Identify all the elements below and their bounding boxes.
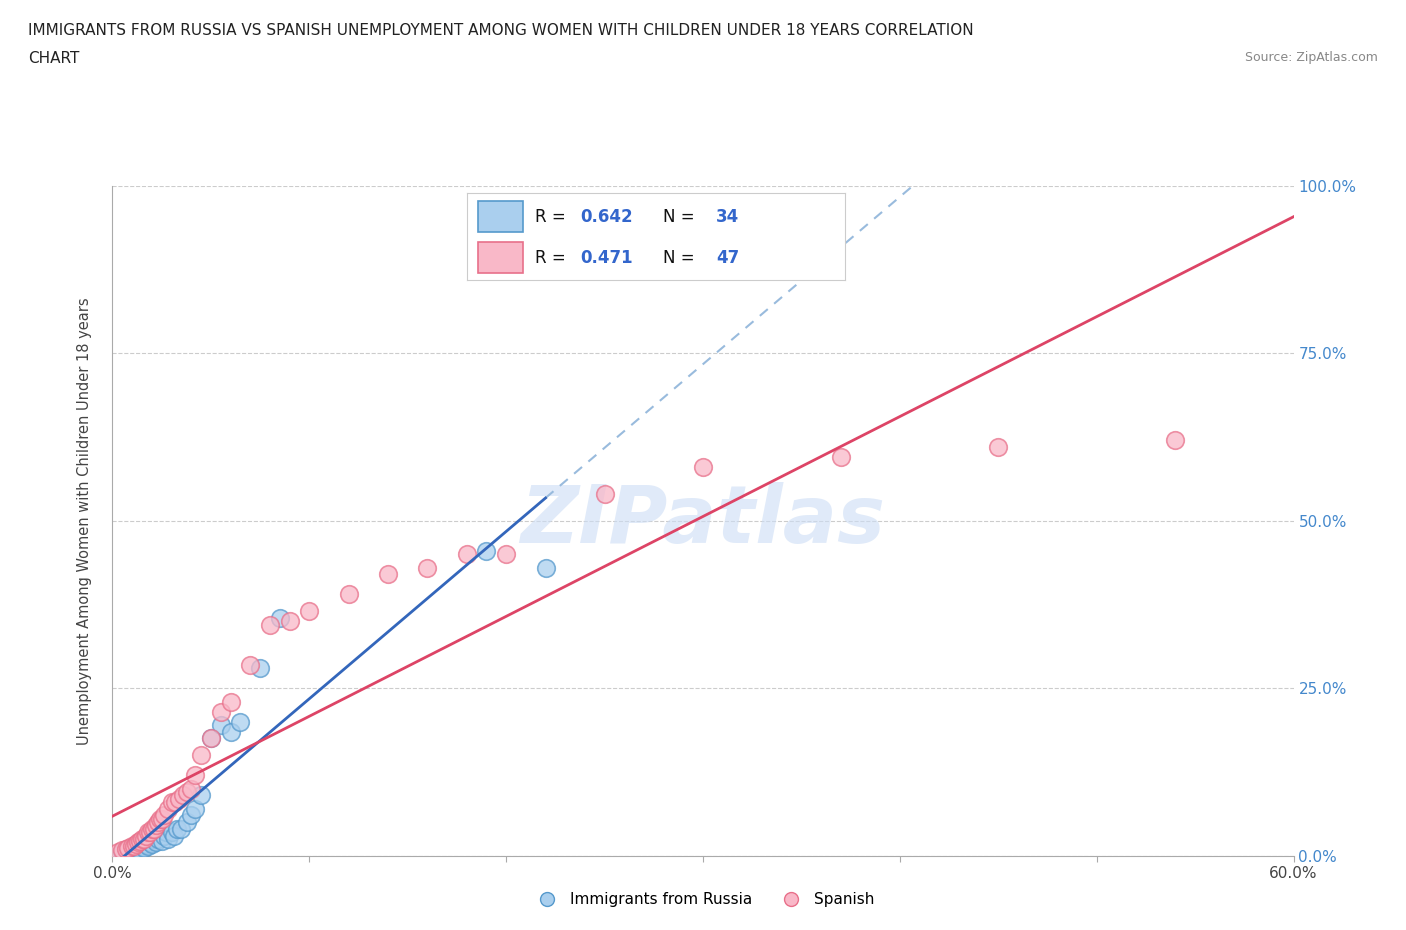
Point xyxy=(176,785,198,800)
Text: CHART: CHART xyxy=(28,51,80,66)
Point xyxy=(150,833,173,848)
Point xyxy=(172,788,194,803)
Point xyxy=(209,704,232,719)
Point xyxy=(125,840,148,855)
Point xyxy=(160,794,183,809)
Point xyxy=(209,718,232,733)
Point xyxy=(184,768,207,783)
Point xyxy=(239,658,262,672)
Point xyxy=(127,835,149,850)
Point xyxy=(131,831,153,846)
Point xyxy=(132,840,155,855)
Point xyxy=(156,802,179,817)
Point xyxy=(141,836,163,851)
Point xyxy=(145,818,167,833)
Point xyxy=(259,618,281,632)
Point xyxy=(111,843,134,857)
Point xyxy=(107,844,129,859)
Point xyxy=(150,811,173,826)
Point xyxy=(155,825,177,840)
Text: IMMIGRANTS FROM RUSSIA VS SPANISH UNEMPLOYMENT AMONG WOMEN WITH CHILDREN UNDER 1: IMMIGRANTS FROM RUSSIA VS SPANISH UNEMPL… xyxy=(28,23,974,38)
Point xyxy=(135,836,157,851)
Point xyxy=(1164,433,1187,448)
Point xyxy=(377,567,399,582)
Point xyxy=(416,560,439,575)
Point xyxy=(139,825,162,840)
Point xyxy=(156,831,179,846)
Point xyxy=(152,828,174,843)
Point xyxy=(125,836,148,851)
Point xyxy=(142,821,165,836)
Point xyxy=(456,547,478,562)
Point xyxy=(142,831,165,846)
Point xyxy=(190,788,212,803)
Point xyxy=(121,838,143,853)
Point xyxy=(219,694,242,709)
Y-axis label: Unemployment Among Women with Children Under 18 years: Unemployment Among Women with Children U… xyxy=(77,297,91,745)
Point xyxy=(162,828,184,843)
Point xyxy=(132,831,155,846)
Point xyxy=(141,821,163,836)
Point xyxy=(184,802,207,817)
Point xyxy=(121,842,143,857)
Point xyxy=(200,731,222,746)
Point xyxy=(152,808,174,823)
Point xyxy=(534,560,557,575)
Point xyxy=(229,714,252,729)
Point xyxy=(136,825,159,840)
Point xyxy=(176,815,198,830)
Text: ZIPatlas: ZIPatlas xyxy=(520,482,886,560)
Point xyxy=(249,660,271,675)
Point xyxy=(475,543,498,558)
Point xyxy=(169,791,191,806)
Point xyxy=(219,724,242,739)
Point xyxy=(166,821,188,836)
Point xyxy=(146,815,169,830)
Point xyxy=(278,614,301,629)
Point xyxy=(190,748,212,763)
Text: Source: ZipAtlas.com: Source: ZipAtlas.com xyxy=(1244,51,1378,64)
Point xyxy=(830,450,852,465)
Point xyxy=(269,610,291,625)
Point xyxy=(165,794,187,809)
Point xyxy=(136,838,159,853)
Point xyxy=(160,825,183,840)
Point xyxy=(298,604,321,618)
Point xyxy=(145,835,167,850)
Point xyxy=(127,842,149,857)
Point xyxy=(117,840,139,855)
Point xyxy=(115,842,138,857)
Point xyxy=(692,459,714,474)
Legend: Immigrants from Russia, Spanish: Immigrants from Russia, Spanish xyxy=(526,886,880,913)
Point xyxy=(131,838,153,853)
Point xyxy=(135,828,157,843)
Point xyxy=(987,440,1010,455)
Point xyxy=(129,833,152,848)
Point xyxy=(337,587,360,602)
Point xyxy=(593,486,616,501)
Point xyxy=(200,731,222,746)
Point xyxy=(170,821,193,836)
Point xyxy=(139,835,162,850)
Point xyxy=(146,831,169,846)
Point xyxy=(180,781,202,796)
Point xyxy=(122,838,145,853)
Point xyxy=(149,811,172,826)
Point xyxy=(117,843,139,857)
Point xyxy=(180,808,202,823)
Point xyxy=(111,844,134,859)
Point xyxy=(495,547,517,562)
